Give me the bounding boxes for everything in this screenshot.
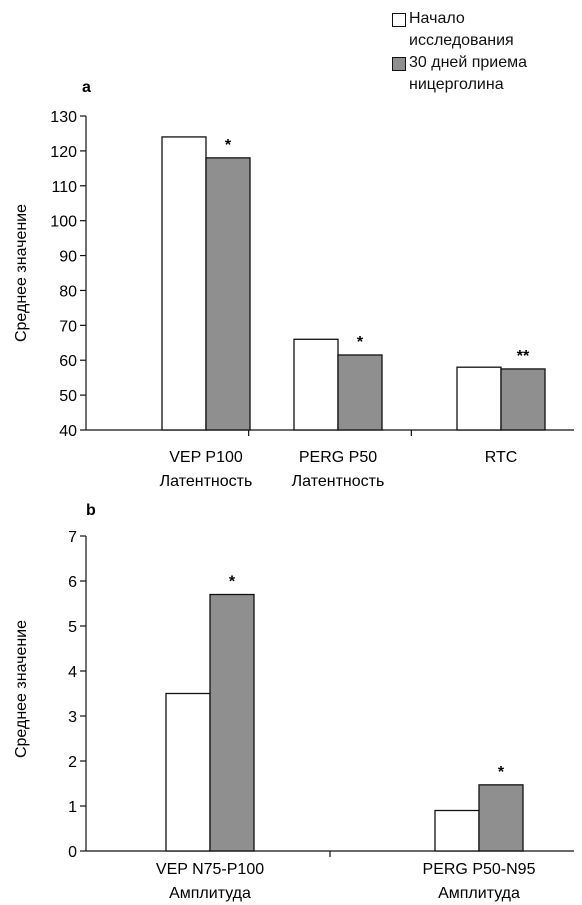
y-tick-label: 6 bbox=[68, 574, 77, 591]
panel-label: a bbox=[82, 79, 91, 96]
y-tick-label: 40 bbox=[59, 423, 77, 440]
x-category-label: Амплитуда bbox=[169, 885, 251, 902]
significance-marker: ** bbox=[517, 348, 530, 365]
x-category-label: Латентность bbox=[292, 473, 385, 490]
y-tick-label: 100 bbox=[50, 214, 77, 231]
panel-label: b bbox=[86, 502, 96, 519]
legend-swatch-nicergoline bbox=[392, 57, 406, 71]
legend-label-baseline: Начало исследования bbox=[409, 10, 514, 49]
y-tick-label: 80 bbox=[59, 283, 77, 300]
y-tick-label: 7 bbox=[68, 529, 77, 546]
y-tick-label: 130 bbox=[50, 109, 77, 126]
legend-swatch-baseline bbox=[392, 13, 406, 27]
y-axis-label: Среднее значение bbox=[13, 620, 30, 758]
bar-baseline bbox=[293, 338, 339, 431]
x-category-label: RTC bbox=[485, 449, 518, 466]
y-tick-label: 5 bbox=[68, 619, 77, 636]
legend-label-nicergoline: 30 дней приема ницерголина bbox=[409, 54, 527, 93]
y-tick-label: 60 bbox=[59, 353, 77, 370]
bar-baseline bbox=[161, 136, 207, 431]
y-tick-label: 110 bbox=[51, 179, 77, 196]
significance-marker: * bbox=[225, 137, 232, 154]
bar-baseline bbox=[434, 809, 480, 852]
bar-nicergoline bbox=[337, 354, 383, 431]
legend: Начало исследования 30 дней приема ницер… bbox=[392, 8, 527, 96]
y-tick-label: 120 bbox=[50, 144, 77, 161]
significance-marker: * bbox=[229, 574, 236, 591]
x-category-label: PERG P50 bbox=[299, 449, 377, 466]
x-category-label: VEP N75-P100 bbox=[156, 861, 264, 878]
y-tick-label: 1 bbox=[68, 799, 77, 816]
y-tick-label: 0 bbox=[68, 844, 77, 861]
bar-baseline bbox=[456, 366, 502, 431]
x-category-label: PERG P50-N95 bbox=[423, 861, 536, 878]
y-tick-label: 90 bbox=[59, 249, 77, 266]
x-category-label: Амплитуда bbox=[438, 885, 520, 902]
bar-nicergoline bbox=[478, 784, 524, 852]
significance-marker: * bbox=[498, 764, 505, 781]
bar-nicergoline bbox=[500, 368, 546, 431]
bar-baseline bbox=[165, 692, 211, 852]
bar-nicergoline bbox=[205, 157, 251, 431]
y-tick-label: 4 bbox=[68, 664, 77, 681]
bar-nicergoline bbox=[209, 593, 255, 852]
x-category-label: VEP P100 bbox=[169, 449, 243, 466]
y-axis-label: Среднее значение bbox=[13, 204, 30, 342]
significance-marker: * bbox=[357, 334, 364, 351]
y-tick-label: 3 bbox=[68, 709, 77, 726]
y-tick-label: 50 bbox=[59, 388, 77, 405]
y-tick-label: 2 bbox=[68, 754, 77, 771]
y-tick-label: 70 bbox=[59, 318, 77, 335]
x-category-label: Латентность bbox=[160, 473, 253, 490]
legend-item-baseline: Начало исследования bbox=[392, 8, 527, 52]
legend-item-nicergoline: 30 дней приема ницерголина bbox=[392, 52, 527, 96]
